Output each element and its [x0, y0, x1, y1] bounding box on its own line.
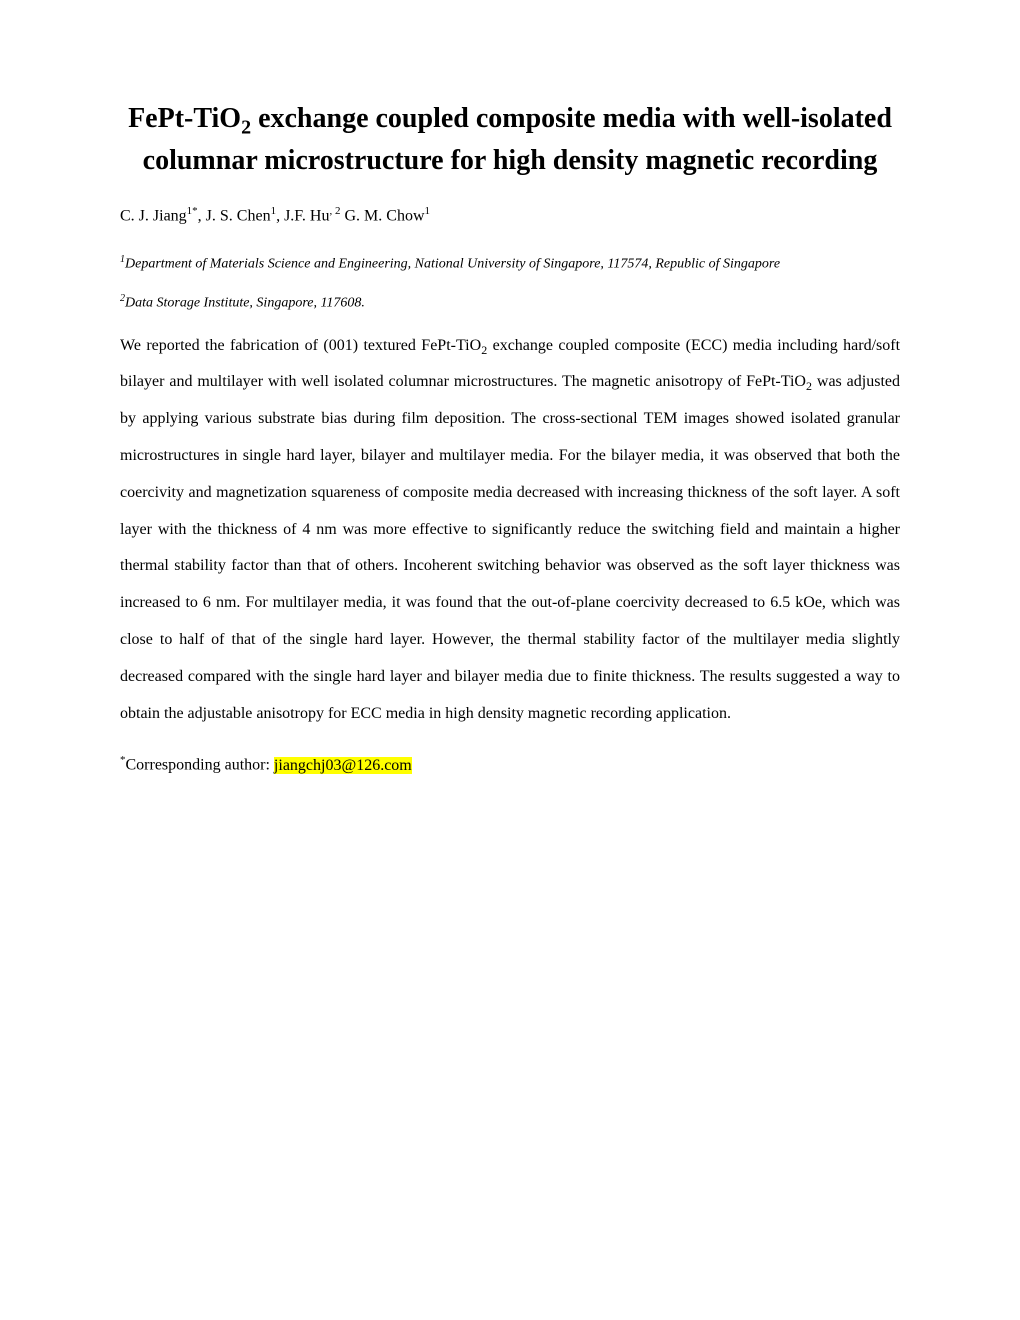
- authors-line: C. J. Jiang1*, J. S. Chen 1 , J.F. Hu, 2 G…: [120, 203, 900, 228]
- affiliation-1-text: Department of Materials Science and Engi…: [125, 256, 780, 271]
- title-subscript: 2: [241, 117, 251, 139]
- author-4: G. M. Chow: [340, 208, 424, 225]
- author-1-sup: 1*: [187, 205, 198, 217]
- affiliation-2-text: Data Storage Institute, Singapore, 11760…: [125, 296, 365, 311]
- author-3: , J.F. Hu: [276, 208, 329, 225]
- abstract-text-c: was adjusted by applying various substra…: [120, 373, 900, 721]
- author-4-sup: 1: [425, 205, 431, 217]
- corresponding-email: jiangchj03@126.com: [274, 757, 412, 774]
- abstract-text-a: We reported the fabrication of (001) tex…: [120, 337, 481, 354]
- abstract-paragraph: We reported the fabrication of (001) tex…: [120, 328, 900, 733]
- author-3-sup: , 2: [329, 205, 340, 217]
- title-text-after: exchange coupled composite media with we…: [143, 103, 892, 176]
- paper-title: FePt-TiO2 exchange coupled composite med…: [120, 100, 900, 179]
- corresponding-label: Corresponding author:: [126, 757, 274, 774]
- author-1: C. J. Jiang: [120, 208, 187, 225]
- affiliation-2: 2Data Storage Institute, Singapore, 1176…: [120, 288, 900, 319]
- author-2: , J. S. Chen: [198, 208, 271, 225]
- corresponding-author: *Corresponding author: jiangchj03@126.co…: [120, 752, 900, 777]
- affiliation-1: 1Department of Materials Science and Eng…: [120, 249, 900, 280]
- title-text-before: FePt-TiO: [128, 103, 241, 134]
